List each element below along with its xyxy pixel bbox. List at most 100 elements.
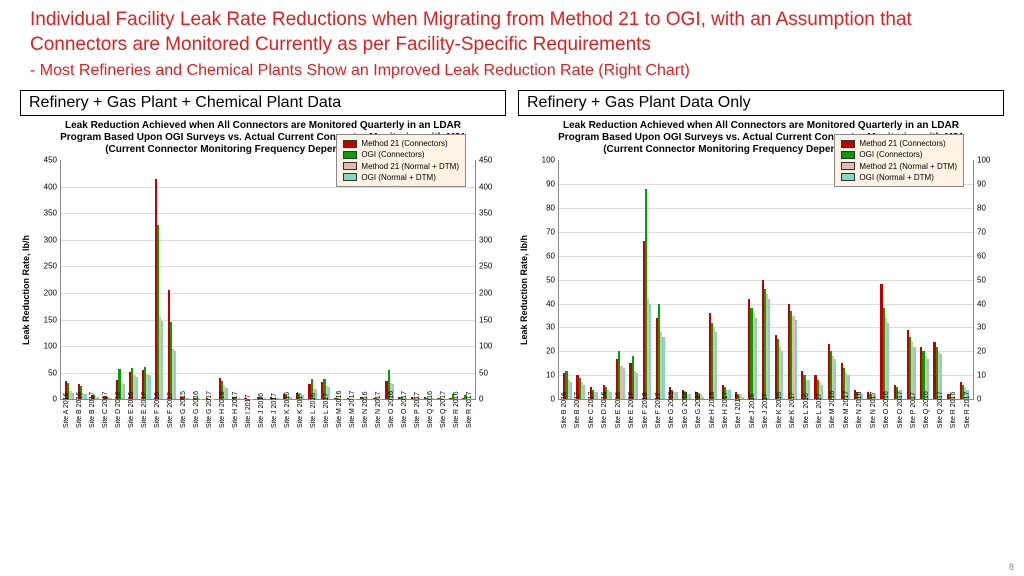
bar (570, 382, 572, 399)
y-tick: 100 (977, 156, 997, 165)
site-group (944, 160, 957, 399)
bar (702, 397, 704, 399)
site-group (733, 160, 746, 399)
y-tick: 150 (37, 315, 57, 324)
y-tick: 20 (977, 347, 997, 356)
y-tick: 250 (479, 262, 499, 271)
bar (715, 332, 717, 399)
x-tick: Site N 2016 (362, 415, 369, 428)
x-tick: Site E 2016 (128, 415, 135, 428)
y-tick: 300 (37, 235, 57, 244)
y-tick: 450 (479, 156, 499, 165)
x-tick: Site O 2017 (897, 415, 904, 428)
x-tick: Site Q 2017 (440, 415, 447, 428)
left-y-label: Leak Reduction Rate, lb/h (21, 235, 31, 345)
right-chart: Leak Reduction Achieved when All Connect… (518, 120, 1004, 450)
y-tick: 0 (977, 395, 997, 404)
site-group (409, 160, 422, 399)
x-tick: Site M 2017 (349, 415, 356, 428)
bar (161, 321, 163, 400)
site-group (383, 160, 396, 399)
x-tick: Site F 2017 (167, 415, 174, 428)
x-tick: Site I 2017 (736, 415, 743, 428)
site-group (281, 160, 294, 399)
site-group (601, 160, 614, 399)
x-tick: Site L 2017 (816, 415, 823, 428)
y-tick: 200 (479, 288, 499, 297)
x-tick: Site N 2017 (375, 415, 382, 428)
legend-swatch (343, 173, 357, 181)
x-tick: Site M 2016 (336, 415, 343, 428)
legend-label: Method 21 (Connectors) (361, 138, 447, 149)
site-group (127, 160, 140, 399)
right-panel: Refinery + Gas Plant Data Only Leak Redu… (518, 90, 1004, 450)
bar (887, 323, 889, 399)
legend-label: OGI (Connectors) (361, 149, 424, 160)
y-tick: 50 (535, 275, 555, 284)
y-tick: 150 (479, 315, 499, 324)
site-group (204, 160, 217, 399)
legend-label: Method 21 (Connectors) (859, 138, 945, 149)
legend-swatch (343, 140, 357, 148)
x-tick: Site N 2016 (856, 415, 863, 428)
site-group (680, 160, 693, 399)
site-group (825, 160, 838, 399)
site-group (242, 160, 255, 399)
y-tick: 50 (37, 368, 57, 377)
y-tick: 350 (37, 209, 57, 218)
legend-label: OGI (Connectors) (859, 149, 922, 160)
bar (187, 398, 189, 399)
left-legend: Method 21 (Connectors)OGI (Connectors)Me… (336, 134, 466, 187)
x-tick: Site L 2016 (803, 415, 810, 428)
site-group (396, 160, 409, 399)
x-tick: Site F 2017 (655, 415, 662, 428)
x-tick: Site Q 2016 (924, 415, 931, 428)
x-tick: Site R 2016 (453, 415, 460, 428)
subtitle: - Most Refineries and Chemical Plants Sh… (30, 61, 994, 82)
x-tick: Site C 2017 (102, 415, 109, 428)
right-panel-header: Refinery + Gas Plant Data Only (518, 90, 1004, 116)
bar (583, 385, 585, 399)
site-group (693, 160, 706, 399)
main-title: Individual Facility Leak Rate Reductions… (30, 8, 994, 57)
x-tick: Site L 2016 (310, 415, 317, 428)
site-group (294, 160, 307, 399)
site-group (101, 160, 114, 399)
y-tick: 70 (977, 227, 997, 236)
y-tick: 40 (535, 299, 555, 308)
legend-item: OGI (Normal + DTM) (343, 172, 459, 183)
x-tick: Site J 2017 (271, 415, 278, 428)
site-group (905, 160, 918, 399)
site-group (89, 160, 102, 399)
x-tick: Site E 2017 (141, 415, 148, 428)
x-tick: Site F 2016 (154, 415, 161, 428)
site-group (667, 160, 680, 399)
y-tick: 100 (535, 156, 555, 165)
x-tick: Site F 2016 (642, 415, 649, 428)
site-group (852, 160, 865, 399)
x-tick: Site B 2016 (561, 415, 568, 428)
site-group (587, 160, 600, 399)
x-tick: Site G 2015 (180, 415, 187, 428)
site-group (306, 160, 319, 399)
site-group (759, 160, 772, 399)
bar (174, 351, 176, 399)
legend-label: Method 21 (Normal + DTM) (361, 161, 459, 172)
x-tick: Site K 2016 (284, 415, 291, 428)
x-tick: Site B 2017 (575, 415, 582, 428)
site-group (358, 160, 371, 399)
site-group (614, 160, 627, 399)
legend-label: OGI (Normal + DTM) (361, 172, 435, 183)
y-tick: 250 (37, 262, 57, 271)
x-tick: Site C 2017 (588, 415, 595, 428)
site-group (891, 160, 904, 399)
y-tick: 100 (37, 342, 57, 351)
x-tick: Site R 2016 (950, 415, 957, 428)
site-group (627, 160, 640, 399)
bar (136, 377, 138, 399)
site-group (878, 160, 891, 399)
x-tick: Site G 2016 (682, 415, 689, 428)
legend-item: Method 21 (Normal + DTM) (841, 161, 957, 172)
site-group (63, 160, 76, 399)
site-group (268, 160, 281, 399)
